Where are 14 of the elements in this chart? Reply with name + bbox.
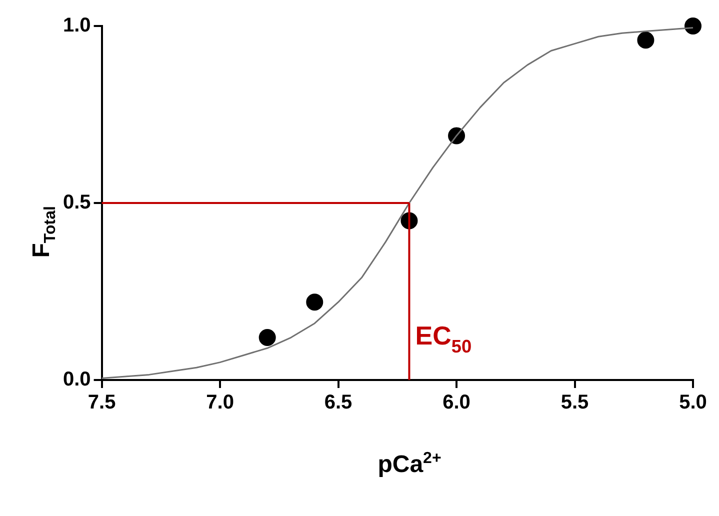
- point: [637, 32, 654, 49]
- point: [684, 18, 702, 34]
- point: [306, 294, 324, 311]
- y-tick-label: 0.5: [62, 192, 91, 214]
- x-axis-title: pCa$^{2+}$: [376, 450, 442, 479]
- y-tick-label: 1.0: [62, 14, 91, 37]
- x-tick-label: 6.0: [442, 392, 470, 414]
- point: [258, 329, 276, 346]
- y-tick-label: 0.0: [62, 368, 91, 391]
- x-tick-label: 7.0: [206, 392, 234, 414]
- x-tick-label: 5.5: [560, 392, 589, 414]
- x-tick-label: 7.5: [88, 392, 116, 414]
- x-tick-label: 5.0: [679, 392, 707, 414]
- x-tick-label: 6.5: [324, 392, 352, 414]
